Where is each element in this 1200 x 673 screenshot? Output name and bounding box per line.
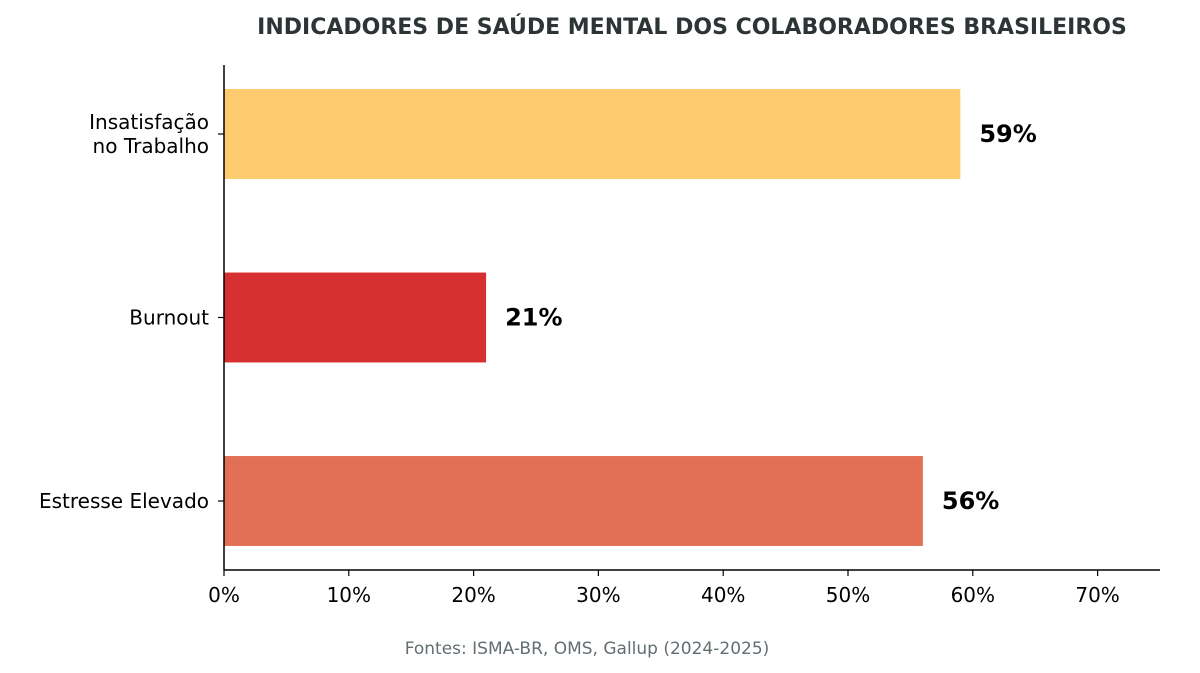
data-label: 56% (942, 487, 999, 515)
x-tick-label: 70% (1075, 583, 1119, 607)
chart-source: Fontes: ISMA-BR, OMS, Gallup (2024-2025) (405, 639, 770, 659)
x-tick-label: 50% (826, 583, 870, 607)
data-label: 59% (979, 120, 1036, 148)
bar (224, 272, 487, 363)
x-tick-label: 40% (701, 583, 745, 607)
chart-title: INDICADORES DE SAÚDE MENTAL DOS COLABORA… (257, 14, 1127, 40)
y-tick-label: Insatisfação no Trabalho (89, 110, 209, 158)
bar (224, 89, 961, 179)
y-tick-label: Burnout (129, 306, 209, 330)
x-tick-label: 10% (327, 583, 371, 607)
x-tick-label: 30% (576, 583, 620, 607)
x-tick-label: 0% (208, 583, 240, 607)
bar (224, 456, 923, 546)
y-tick-label: Estresse Elevado (39, 489, 209, 513)
x-tick-label: 60% (951, 583, 995, 607)
x-tick-label: 20% (451, 583, 495, 607)
data-label: 21% (505, 304, 562, 332)
